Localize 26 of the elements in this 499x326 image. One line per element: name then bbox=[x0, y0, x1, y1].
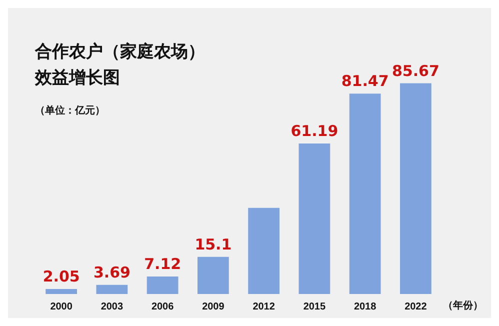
data-label: 15.1 bbox=[194, 235, 232, 254]
data-label: 85.67 bbox=[392, 62, 440, 80]
bar bbox=[197, 256, 229, 294]
x-tick-label: 2012 bbox=[252, 302, 276, 312]
x-axis-title: （年份） bbox=[443, 300, 483, 312]
data-label: 81.47 bbox=[341, 72, 389, 90]
bar bbox=[349, 94, 381, 294]
x-tick-label: 2006 bbox=[151, 302, 174, 312]
bar bbox=[248, 208, 280, 294]
bar bbox=[400, 83, 432, 294]
bar bbox=[298, 143, 330, 294]
x-tick-label: 2018 bbox=[354, 302, 377, 312]
x-tick-label: 2015 bbox=[303, 302, 326, 312]
bar bbox=[146, 276, 178, 294]
bar bbox=[96, 284, 128, 294]
data-label: 2.05 bbox=[42, 267, 80, 286]
data-label: 7.12 bbox=[144, 254, 182, 273]
x-tick-label: 2000 bbox=[50, 302, 73, 312]
data-label: 3.69 bbox=[93, 263, 130, 282]
text: （单位：亿元） bbox=[35, 104, 105, 116]
data-label: 61.19 bbox=[290, 122, 338, 140]
x-tick-label: 2003 bbox=[100, 302, 124, 312]
chart-title: 合作农户（家庭农场）效益增长图 bbox=[34, 42, 205, 88]
bar bbox=[46, 288, 78, 294]
x-tick-label: 2022 bbox=[404, 302, 428, 312]
x-tick-label: 2009 bbox=[202, 302, 225, 312]
